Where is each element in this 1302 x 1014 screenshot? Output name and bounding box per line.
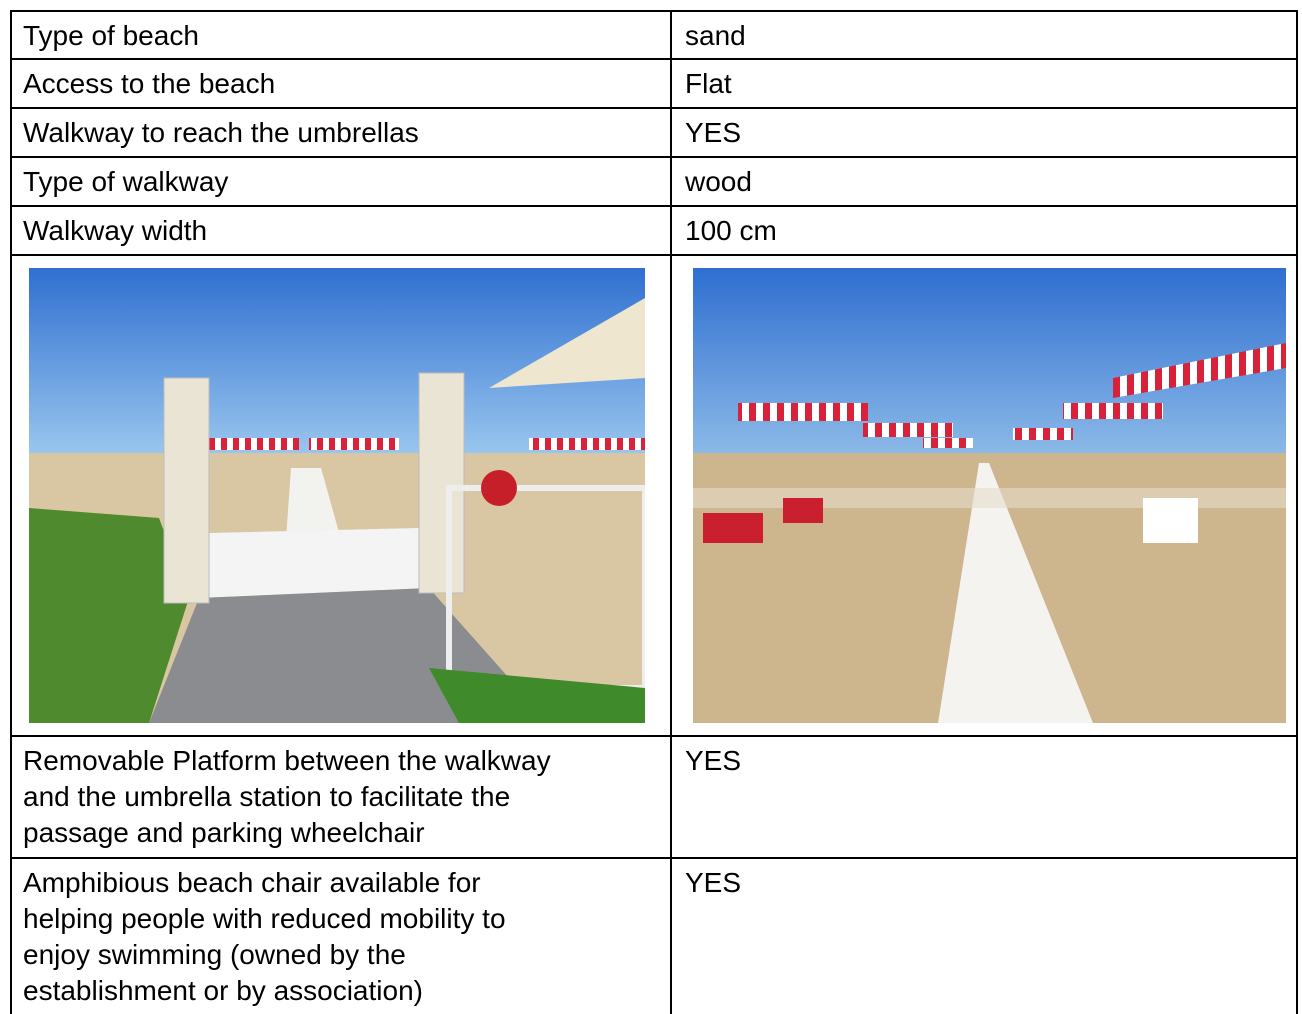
value-cell: sand <box>672 12 1296 58</box>
value-cell: Flat <box>672 60 1296 107</box>
table-row: Type of beach sand <box>10 10 1298 58</box>
label-text: Type of beach <box>23 20 199 51</box>
value-text: YES <box>685 867 742 898</box>
value-cell: wood <box>672 158 1296 205</box>
photo-beach-entrance <box>29 268 645 723</box>
label-cell: Access to the beach <box>12 60 672 107</box>
label-text: establishment or by association) <box>23 975 423 1006</box>
value-cell: YES <box>672 859 1296 1014</box>
label-cell: Walkway to reach the umbrellas <box>12 109 672 156</box>
photo-row <box>10 254 1298 735</box>
label-cell: Amphibious beach chair available for help… <box>12 859 672 1014</box>
photo-beach-walkway <box>693 268 1286 723</box>
label-text: Walkway to reach the umbrellas <box>23 117 419 148</box>
value-text: sand <box>685 20 746 51</box>
table-row: Removable Platform between the walkway an… <box>10 735 1298 857</box>
label-text: enjoy swimming (owned by the <box>23 939 406 970</box>
table-row: Walkway to reach the umbrellas YES <box>10 107 1298 156</box>
label-text: Walkway width <box>23 215 208 246</box>
label-text: Removable Platform between the walkway <box>23 745 551 776</box>
label-text: Amphibious beach chair available for <box>23 867 481 898</box>
cell-divider <box>670 256 672 735</box>
value-text: Flat <box>685 68 732 99</box>
label-text: Type of walkway <box>23 166 229 197</box>
value-cell: YES <box>672 737 1296 857</box>
table-row: Access to the beach Flat <box>10 58 1298 107</box>
label-text: helping people with reduced mobility to <box>23 903 506 934</box>
value-text: wood <box>685 166 752 197</box>
label-cell: Walkway width <box>12 207 672 254</box>
value-cell: YES <box>672 109 1296 156</box>
label-cell: Type of walkway <box>12 158 672 205</box>
label-cell: Removable Platform between the walkway an… <box>12 737 672 857</box>
label-cell: Type of beach <box>12 12 672 58</box>
label-text: passage and parking wheelchair <box>23 817 425 848</box>
value-text: YES <box>685 745 742 776</box>
value-cell: 100 cm <box>672 207 1296 254</box>
table-row: Amphibious beach chair available for help… <box>10 857 1298 1014</box>
value-text: YES <box>685 117 742 148</box>
table-row: Type of walkway wood <box>10 156 1298 205</box>
value-text: 100 cm <box>685 215 777 246</box>
label-text: and the umbrella station to facilitate t… <box>23 781 511 812</box>
table-row: Walkway width 100 cm <box>10 205 1298 254</box>
label-text: Access to the beach <box>23 68 276 99</box>
